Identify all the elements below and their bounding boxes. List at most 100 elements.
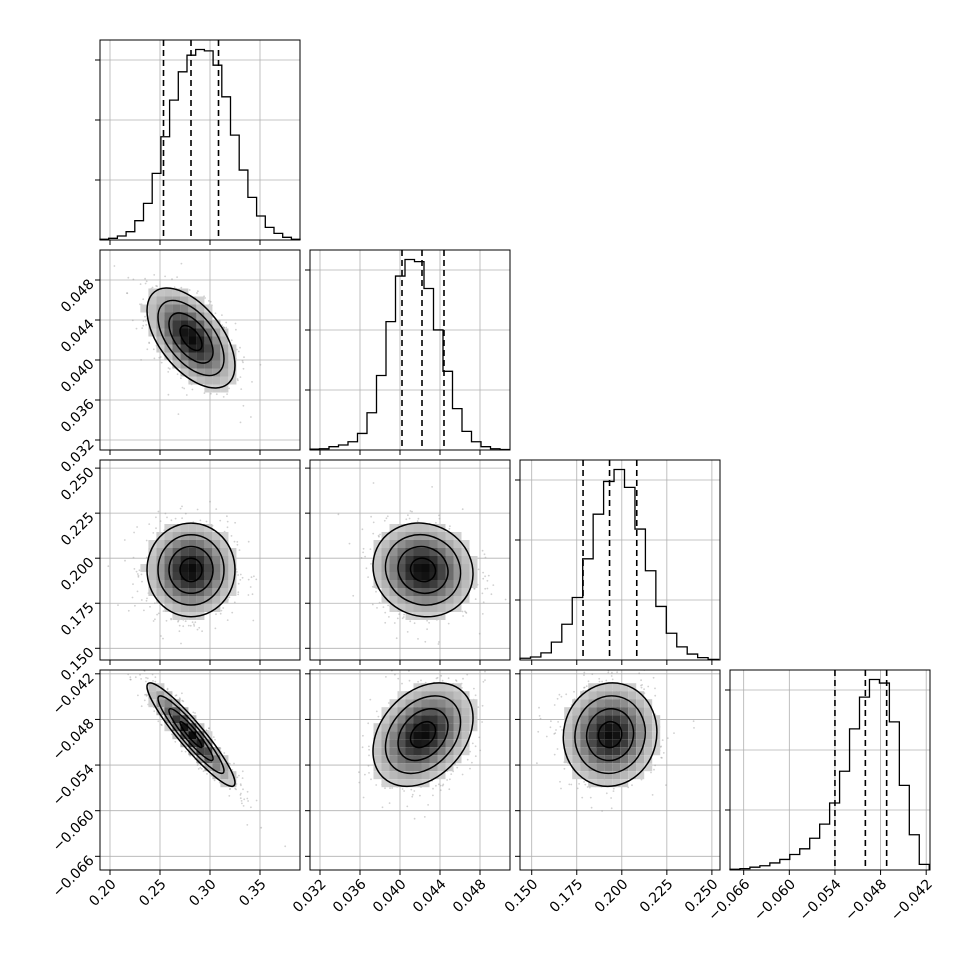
scatter-point <box>170 618 172 621</box>
scatter-point <box>124 559 126 562</box>
scatter-point <box>237 574 240 576</box>
density-cell <box>453 564 462 572</box>
scatter-point <box>230 535 233 537</box>
scatter-point <box>396 617 399 620</box>
scatter-point <box>226 520 229 523</box>
scatter-point <box>238 549 241 551</box>
density-cell <box>461 572 470 580</box>
panel-contents <box>310 670 510 870</box>
density-cell <box>196 564 205 572</box>
density-cell <box>445 572 454 580</box>
histogram-steps <box>519 468 720 661</box>
scatter-point <box>200 768 203 770</box>
scatter-point <box>214 312 217 315</box>
density-cell <box>381 572 390 580</box>
scatter-point <box>194 621 197 624</box>
y-tick-label: −0.060 <box>50 807 98 855</box>
scatter-point <box>218 781 221 784</box>
density-cell <box>180 344 189 353</box>
density-cell <box>220 344 229 353</box>
scatter-point <box>411 510 413 513</box>
scatter-point <box>424 640 427 643</box>
density-cell <box>212 540 221 548</box>
scatter-point <box>140 678 142 680</box>
scatter-point <box>432 794 434 797</box>
scatter-point <box>196 628 199 631</box>
panel-frame <box>99 669 301 871</box>
scatter-point <box>182 625 185 628</box>
scatter-point <box>143 670 146 672</box>
scatter-point <box>199 519 202 522</box>
panel-frame <box>99 459 301 661</box>
scatter-point <box>395 637 398 640</box>
scatter-point <box>229 762 231 765</box>
scatter-point <box>212 736 215 738</box>
scatter-point <box>184 512 187 515</box>
panel-contents <box>100 460 300 660</box>
density-cell <box>437 588 446 596</box>
density-cell <box>212 763 221 772</box>
scatter-point <box>205 729 208 732</box>
scatter-point <box>157 510 160 513</box>
scatter-point <box>417 517 420 520</box>
scatter-point <box>196 292 198 294</box>
density-cell <box>148 312 157 321</box>
scatter-point <box>228 788 231 790</box>
contour-line <box>384 534 462 606</box>
contour-line <box>157 534 225 606</box>
density-cell <box>413 604 422 612</box>
density-cell <box>180 328 189 337</box>
scatter-point <box>235 788 238 791</box>
density-cell <box>429 564 438 572</box>
scatter-point <box>184 620 187 623</box>
x-tick-label: −0.042 <box>888 876 936 924</box>
scatter-point <box>362 734 364 737</box>
scatter-point <box>152 680 154 682</box>
scatter-point <box>461 508 464 511</box>
histogram-panel-3: −0.066−0.060−0.054−0.048−0.042 <box>705 669 936 924</box>
density-cell <box>156 288 165 297</box>
scatter-point <box>391 787 394 789</box>
scatter-point <box>222 607 225 609</box>
scatter-point <box>478 736 481 739</box>
density-cell <box>204 763 213 772</box>
scatter-point <box>127 276 130 279</box>
density-cell <box>228 352 237 361</box>
y-tick-label: 0.225 <box>58 509 98 549</box>
scatter-point <box>207 300 210 302</box>
scatter-point <box>166 687 169 690</box>
density-cell <box>180 352 189 361</box>
scatter-point <box>145 280 148 283</box>
scatter-point <box>402 616 405 618</box>
scatter-point <box>420 679 422 682</box>
density-cell <box>196 312 205 321</box>
density-cell <box>156 320 165 329</box>
scatter-point <box>413 622 416 625</box>
density-cell <box>204 336 213 345</box>
density-cell <box>204 540 213 548</box>
density-cell <box>188 556 197 564</box>
density-cell <box>180 604 189 612</box>
density-cell <box>445 596 454 604</box>
contours <box>146 522 236 618</box>
scatter-point <box>180 286 183 289</box>
scatter-point <box>194 712 196 714</box>
density-cell <box>172 328 181 337</box>
scatter-point <box>385 517 388 520</box>
density-cell <box>397 564 406 572</box>
scatter-point <box>372 521 375 524</box>
density-cell <box>148 548 157 556</box>
density-cell <box>228 564 237 572</box>
scatter-point <box>170 519 173 522</box>
scatter-point <box>215 393 218 396</box>
scatter-point <box>243 798 246 801</box>
scatter-point <box>135 327 138 330</box>
scatter-point <box>126 292 128 294</box>
scatter-point <box>129 676 132 678</box>
scatter-point <box>360 557 363 559</box>
density-cell <box>196 604 205 612</box>
scatter-point <box>384 621 387 624</box>
scatter-point <box>372 482 375 484</box>
scatter-point <box>219 612 222 615</box>
density-cell <box>164 548 173 556</box>
